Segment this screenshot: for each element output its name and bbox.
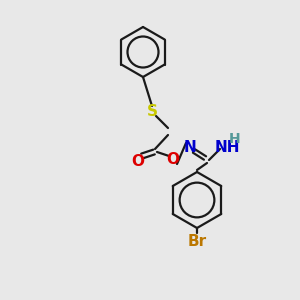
Text: H: H: [229, 132, 241, 146]
Text: NH: NH: [214, 140, 240, 154]
Text: N: N: [184, 140, 196, 154]
Text: O: O: [167, 152, 179, 167]
Text: O: O: [131, 154, 145, 169]
Text: Br: Br: [188, 233, 207, 248]
Text: S: S: [146, 103, 158, 118]
